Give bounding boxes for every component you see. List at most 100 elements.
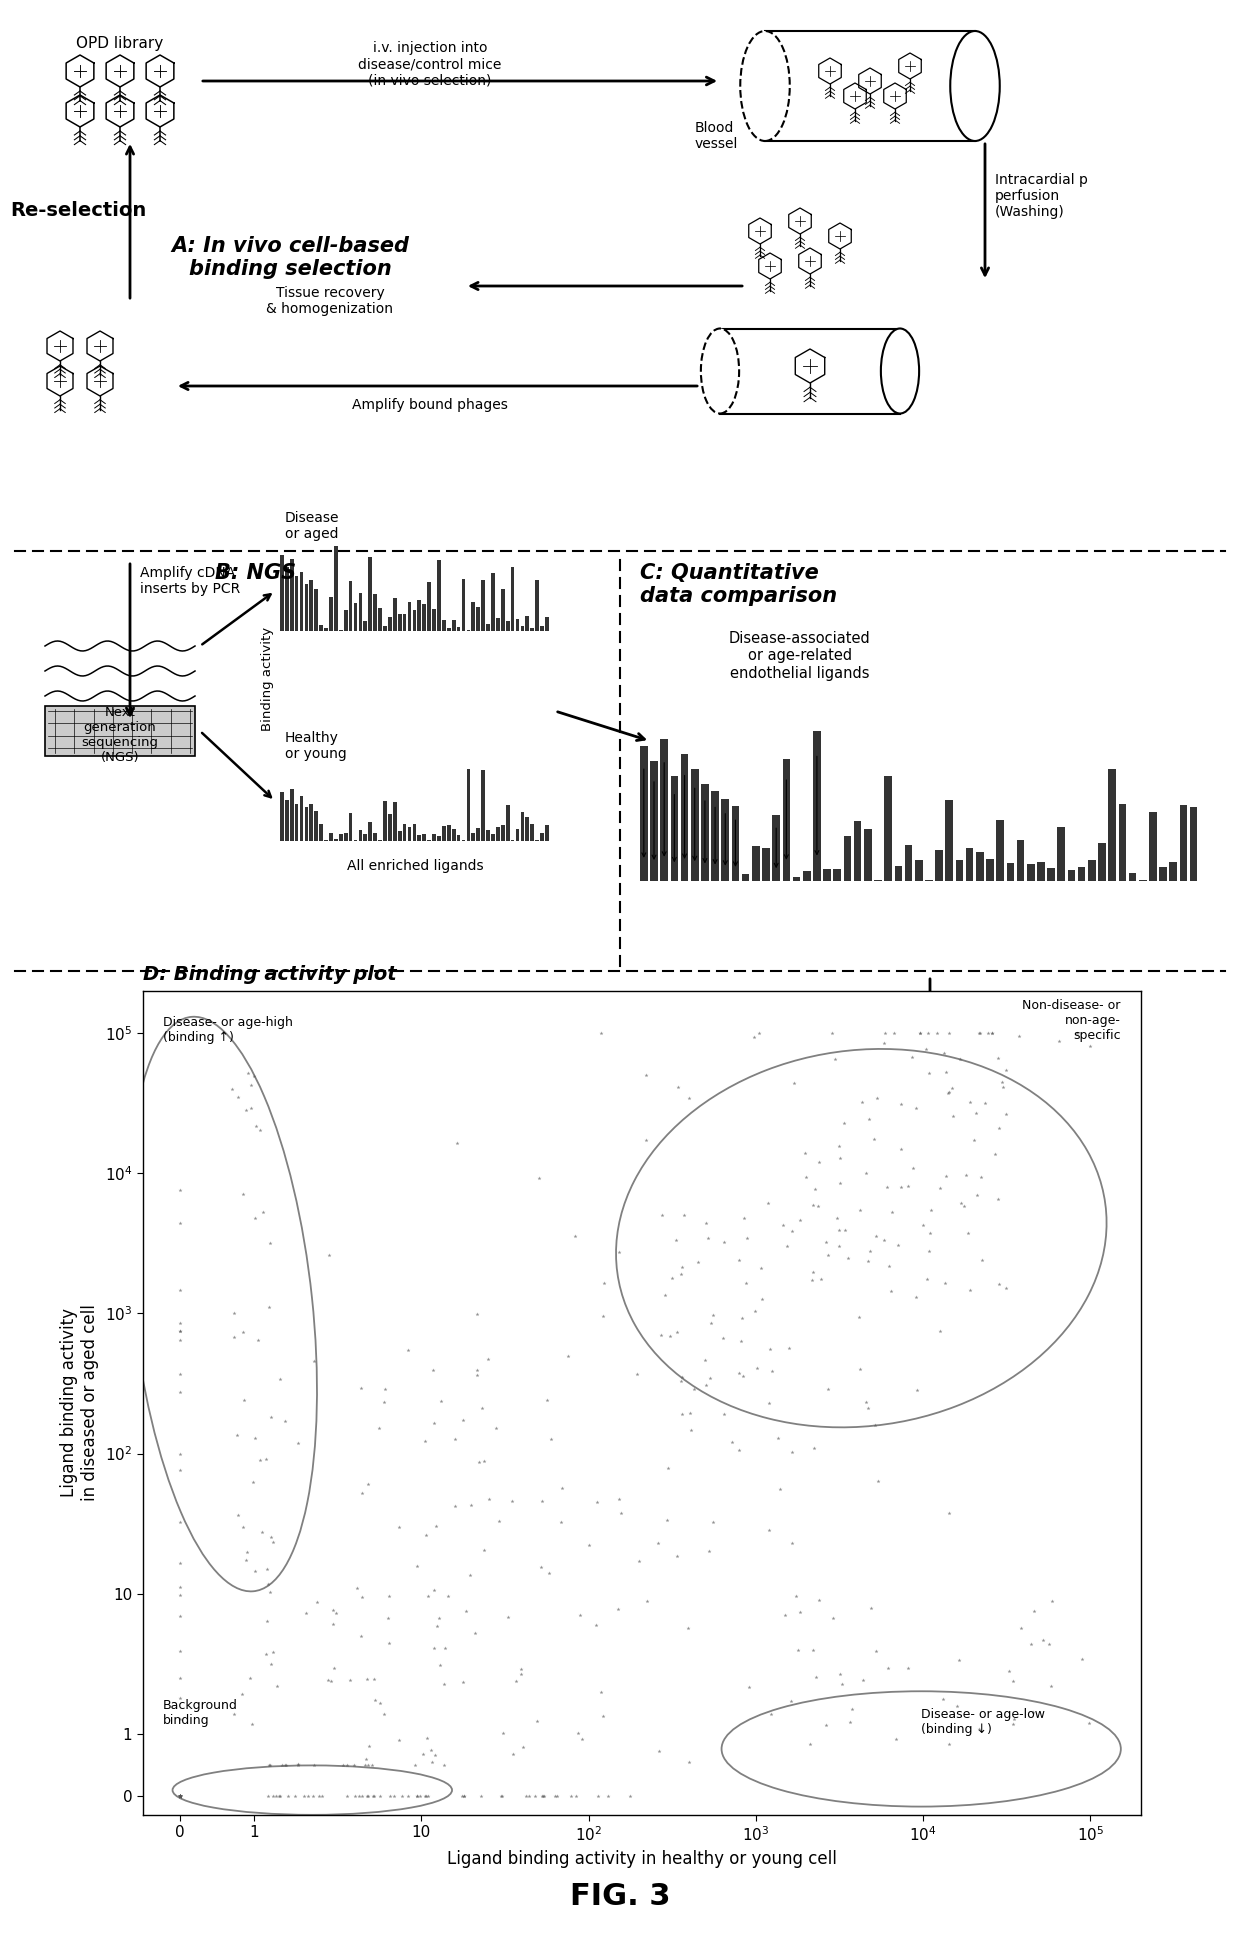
Point bbox=[263, 1636, 283, 1667]
Point bbox=[744, 1021, 764, 1052]
Bar bbox=[491, 573, 495, 631]
Point bbox=[170, 1780, 190, 1811]
Point bbox=[357, 1663, 377, 1694]
Point bbox=[352, 1582, 372, 1613]
Point bbox=[432, 1386, 451, 1417]
Text: B: NGS: B: NGS bbox=[215, 563, 296, 582]
Point bbox=[796, 1163, 816, 1194]
Bar bbox=[461, 578, 465, 631]
Point bbox=[982, 1017, 1002, 1048]
Point bbox=[992, 1066, 1012, 1097]
Bar bbox=[319, 625, 322, 631]
Point bbox=[365, 1780, 384, 1811]
Point bbox=[393, 1780, 413, 1811]
Point bbox=[868, 1465, 888, 1497]
Bar bbox=[418, 835, 422, 840]
Point bbox=[970, 1017, 990, 1048]
Point bbox=[332, 1749, 352, 1780]
Point bbox=[662, 1262, 682, 1293]
Point bbox=[525, 1780, 544, 1811]
Point bbox=[598, 1780, 618, 1811]
Point bbox=[373, 1386, 393, 1417]
Point bbox=[800, 1729, 820, 1760]
Bar bbox=[1027, 864, 1034, 881]
Bar bbox=[436, 837, 440, 840]
Point bbox=[418, 1780, 438, 1811]
Point bbox=[262, 1522, 281, 1553]
Point bbox=[358, 1780, 378, 1811]
Point bbox=[170, 1663, 190, 1694]
Bar bbox=[773, 815, 780, 881]
Point bbox=[880, 1275, 900, 1306]
Point bbox=[830, 1132, 849, 1163]
Point bbox=[170, 1599, 190, 1630]
Point bbox=[856, 1157, 875, 1188]
Point bbox=[259, 1291, 279, 1322]
Point bbox=[988, 1112, 1008, 1143]
Point bbox=[236, 1545, 255, 1576]
Point bbox=[492, 1780, 512, 1811]
Bar bbox=[393, 598, 397, 631]
Point bbox=[170, 1506, 190, 1537]
Point bbox=[810, 1584, 830, 1615]
Point bbox=[379, 1580, 399, 1611]
Point bbox=[761, 1698, 781, 1729]
Bar bbox=[339, 835, 342, 840]
Bar bbox=[300, 796, 304, 840]
Ellipse shape bbox=[701, 328, 739, 413]
Bar bbox=[671, 776, 678, 881]
Point bbox=[289, 1749, 309, 1780]
Point bbox=[658, 1452, 678, 1483]
Point bbox=[170, 1636, 190, 1667]
Point bbox=[874, 1225, 894, 1256]
Point bbox=[802, 1266, 822, 1297]
Point bbox=[374, 1698, 394, 1729]
Point bbox=[427, 1611, 446, 1642]
Point bbox=[170, 1780, 190, 1811]
Point bbox=[787, 1634, 807, 1665]
Point bbox=[228, 1081, 248, 1112]
Point bbox=[781, 1215, 801, 1246]
Point bbox=[539, 1559, 559, 1590]
Point bbox=[975, 1087, 994, 1118]
Point bbox=[629, 1545, 649, 1576]
Point bbox=[868, 1083, 888, 1114]
Point bbox=[579, 1530, 599, 1561]
Point bbox=[774, 1209, 794, 1240]
Point bbox=[272, 1749, 291, 1780]
Point bbox=[298, 1780, 317, 1811]
Bar bbox=[408, 602, 412, 631]
Bar bbox=[446, 629, 450, 631]
Point bbox=[429, 1601, 449, 1632]
Point bbox=[961, 1275, 981, 1306]
Point bbox=[417, 1520, 436, 1551]
Point bbox=[874, 1017, 894, 1048]
Point bbox=[734, 1203, 754, 1234]
Point bbox=[701, 1308, 720, 1339]
Bar bbox=[403, 823, 407, 840]
Point bbox=[587, 1487, 606, 1518]
Bar bbox=[295, 576, 299, 631]
Point bbox=[784, 1068, 804, 1099]
Point bbox=[170, 1780, 190, 1811]
Point bbox=[939, 1498, 959, 1530]
Bar bbox=[290, 559, 294, 631]
Point bbox=[770, 1473, 790, 1504]
Bar bbox=[792, 877, 800, 881]
Point bbox=[903, 1153, 923, 1184]
Point bbox=[270, 1780, 290, 1811]
Point bbox=[170, 1780, 190, 1811]
Bar bbox=[526, 817, 529, 840]
Bar bbox=[531, 825, 534, 840]
Bar bbox=[476, 608, 480, 631]
Point bbox=[878, 1654, 898, 1685]
Point bbox=[887, 1724, 906, 1755]
Point bbox=[471, 1780, 491, 1811]
Point bbox=[260, 1227, 280, 1258]
Point bbox=[608, 1594, 627, 1625]
Point bbox=[467, 1359, 487, 1390]
Bar bbox=[315, 811, 317, 840]
Point bbox=[170, 1780, 190, 1811]
Point bbox=[170, 1275, 190, 1306]
Point bbox=[263, 1780, 283, 1811]
